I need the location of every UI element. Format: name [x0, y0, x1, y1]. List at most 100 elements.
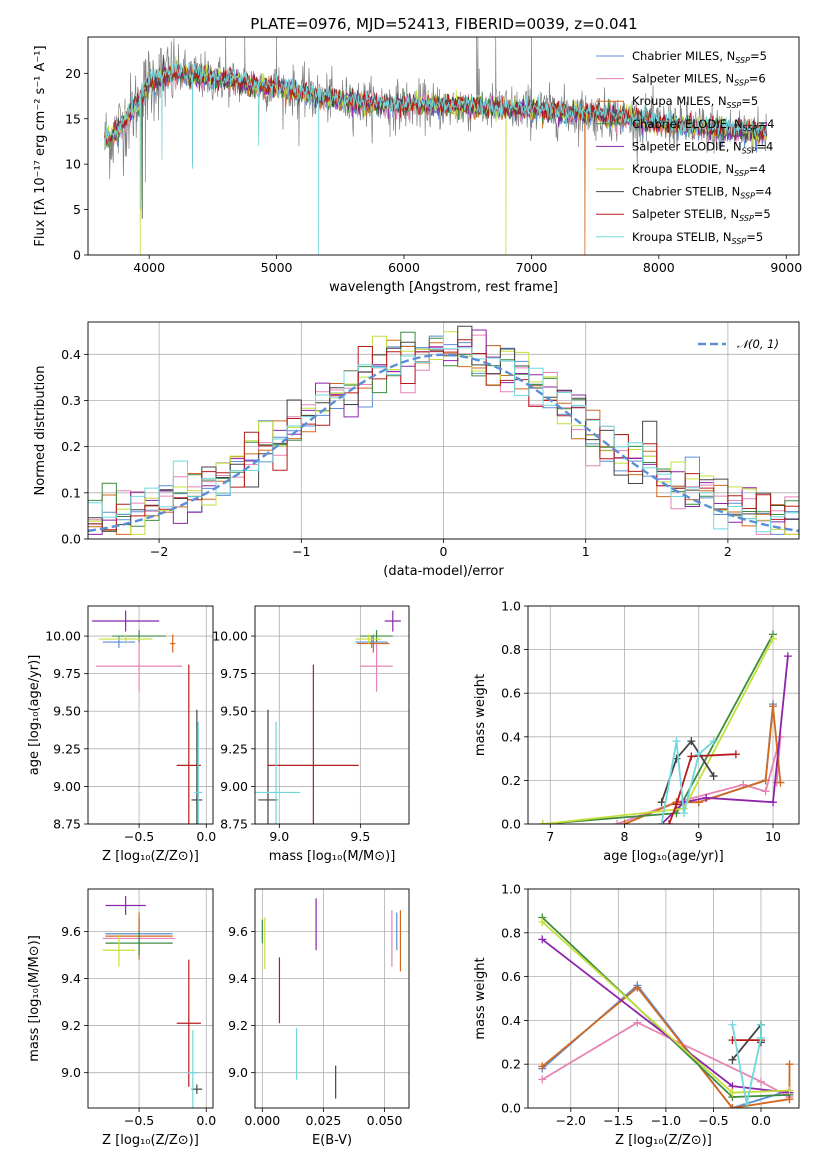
y-tick-label: 9.75	[220, 666, 248, 681]
marker-kroupa-miles	[620, 820, 629, 824]
legend-label: Kroupa ELODIE, NSSP=4	[632, 162, 766, 178]
error-bars	[92, 610, 203, 824]
marker-kroupa-miles	[769, 702, 778, 711]
marker-chabrier-stelib	[709, 772, 718, 781]
histograms	[88, 325, 799, 535]
y-tick-label: 0.2	[501, 1057, 521, 1072]
line-salpeter-miles	[541, 1021, 790, 1098]
y-tick-label: 8.75	[220, 817, 248, 832]
y-tick-label: 9.6	[61, 924, 81, 939]
marker-chabrier-stelib	[657, 798, 666, 807]
marker-kroupa-miles	[761, 776, 770, 785]
y-tick-label: 0.0	[61, 532, 81, 547]
marker-kroupa-miles	[633, 983, 642, 992]
y-tick-label: 9.75	[53, 666, 81, 681]
error-bars	[102, 896, 203, 1108]
legend-label: Chabrier MILES, NSSP=5	[632, 49, 767, 65]
y-tick-label: 9.00	[220, 779, 248, 794]
y-tick-label: 0.3	[61, 393, 81, 408]
y-tick-label: 9.50	[220, 704, 248, 719]
line-chabrier-elodie	[542, 633, 774, 824]
x-axis-label: wavelength [Angstrom, rest frame]	[329, 280, 558, 295]
y-axis-label: age [log₁₀(age/yr)]	[27, 655, 42, 776]
y-tick-label: 0.0	[501, 1101, 521, 1116]
error-bars	[261, 898, 402, 1099]
marker-chabrier-stelib	[687, 737, 696, 746]
weight-lines	[538, 630, 792, 824]
figure-title: PLATE=0976, MJD=52413, FIBERID=0039, z=0…	[250, 15, 637, 33]
legend-label: Chabrier STELIB, NSSP=4	[632, 185, 772, 201]
x-tick-label: 10	[765, 829, 781, 844]
x-tick-label: 0.050	[367, 1113, 403, 1128]
y-tick-label: 9.0	[61, 1065, 81, 1080]
y-axis-label: mass weight	[473, 674, 488, 756]
y-axis-label: mass [log₁₀(M/M⊙)]	[27, 935, 42, 1062]
y-tick-label: 9.0	[228, 1065, 248, 1080]
x-axis-label: age [log₁₀(age/yr)]	[603, 849, 724, 864]
x-tick-label: 2	[724, 544, 732, 559]
y-tick-label: 0.4	[501, 729, 521, 744]
y-tick-label: 10	[65, 157, 81, 172]
spectrum-legend: Chabrier MILES, NSSP=5 Salpeter MILES, NS…	[596, 49, 774, 246]
y-tick-label: 0.2	[61, 439, 81, 454]
y-tick-label: 0.2	[501, 773, 521, 788]
marker-kroupa-elodie	[785, 1086, 794, 1095]
axes-frame	[87, 321, 800, 540]
x-tick-label: 9.0	[269, 829, 289, 844]
legend-label: Chabrier ELODIE, NSSP=4	[632, 117, 774, 133]
marker-kroupa-elodie	[538, 917, 547, 926]
marker-salpeter-miles	[756, 1077, 765, 1086]
y-tick-label: 0	[73, 248, 81, 263]
marker-salpeter-stelib	[687, 752, 696, 761]
line-salpeter-stelib	[668, 753, 736, 824]
line-kroupa-elodie	[542, 638, 774, 824]
axes-frame	[527, 888, 800, 1109]
axes-frame	[254, 605, 410, 825]
marker-salpeter-elodie	[702, 793, 711, 802]
marker-kroupa-stelib	[672, 737, 681, 746]
y-tick-label: 0.6	[501, 686, 521, 701]
marker-kroupa-stelib	[694, 750, 703, 759]
marker-chabrier-stelib	[728, 1055, 737, 1064]
weight-lines	[538, 913, 794, 1108]
legend-label: Salpeter ELODIE, NSSP=4	[632, 139, 773, 155]
y-tick-label: 9.25	[220, 741, 248, 756]
line-kroupa-miles	[624, 706, 782, 824]
y-tick-label: 9.4	[61, 971, 81, 986]
axes-frame	[87, 36, 800, 256]
legend-label: Kroupa MILES, NSSP=5	[632, 94, 758, 110]
marker-kroupa-stelib	[728, 1020, 737, 1029]
y-tick-label: 1.0	[501, 599, 521, 614]
x-tick-label: −1	[292, 544, 310, 559]
line-kroupa-stelib	[731, 1024, 762, 1104]
mass-weight-vs-age-panel: 7 8 9 10 0.0 0.2 0.4 0.6 0.8 1.0 age [log₁₀(age/yr…	[473, 599, 800, 864]
marker-salpeter-stelib	[665, 820, 674, 824]
marker-kroupa-stelib	[756, 1020, 765, 1029]
y-tick-label: 8.75	[53, 817, 81, 832]
x-tick-label: 8000	[643, 260, 675, 275]
error-bars	[255, 610, 401, 824]
x-tick-label: 1	[582, 544, 590, 559]
y-tick-label: 0.4	[501, 1013, 521, 1028]
marker-salpeter-stelib	[672, 800, 681, 809]
marker-kroupa-stelib	[756, 1033, 765, 1042]
marker-salpeter-miles	[633, 1018, 642, 1027]
y-axis-label: Normed distribution	[33, 366, 48, 496]
marker-salpeter-stelib	[731, 750, 740, 759]
gaussian-curve	[88, 353, 799, 533]
x-tick-label: 5000	[261, 260, 293, 275]
y-tick-label: 0.4	[61, 347, 81, 362]
y-tick-label: 9.2	[61, 1018, 81, 1033]
marker-kroupa-elodie	[769, 634, 778, 643]
marker-kroupa-miles	[785, 1060, 794, 1069]
x-tick-label: −0.5	[698, 1113, 728, 1128]
y-tick-label: 0.1	[61, 485, 81, 500]
x-tick-label: −1.0	[651, 1113, 681, 1128]
y-tick-label: 0.8	[501, 642, 521, 657]
x-tick-label: −0.5	[124, 829, 154, 844]
y-tick-label: 20	[65, 66, 81, 81]
marker-kroupa-miles	[776, 778, 785, 787]
x-axis-label: E(B-V)	[312, 1133, 352, 1148]
y-tick-label: 0.6	[501, 969, 521, 984]
